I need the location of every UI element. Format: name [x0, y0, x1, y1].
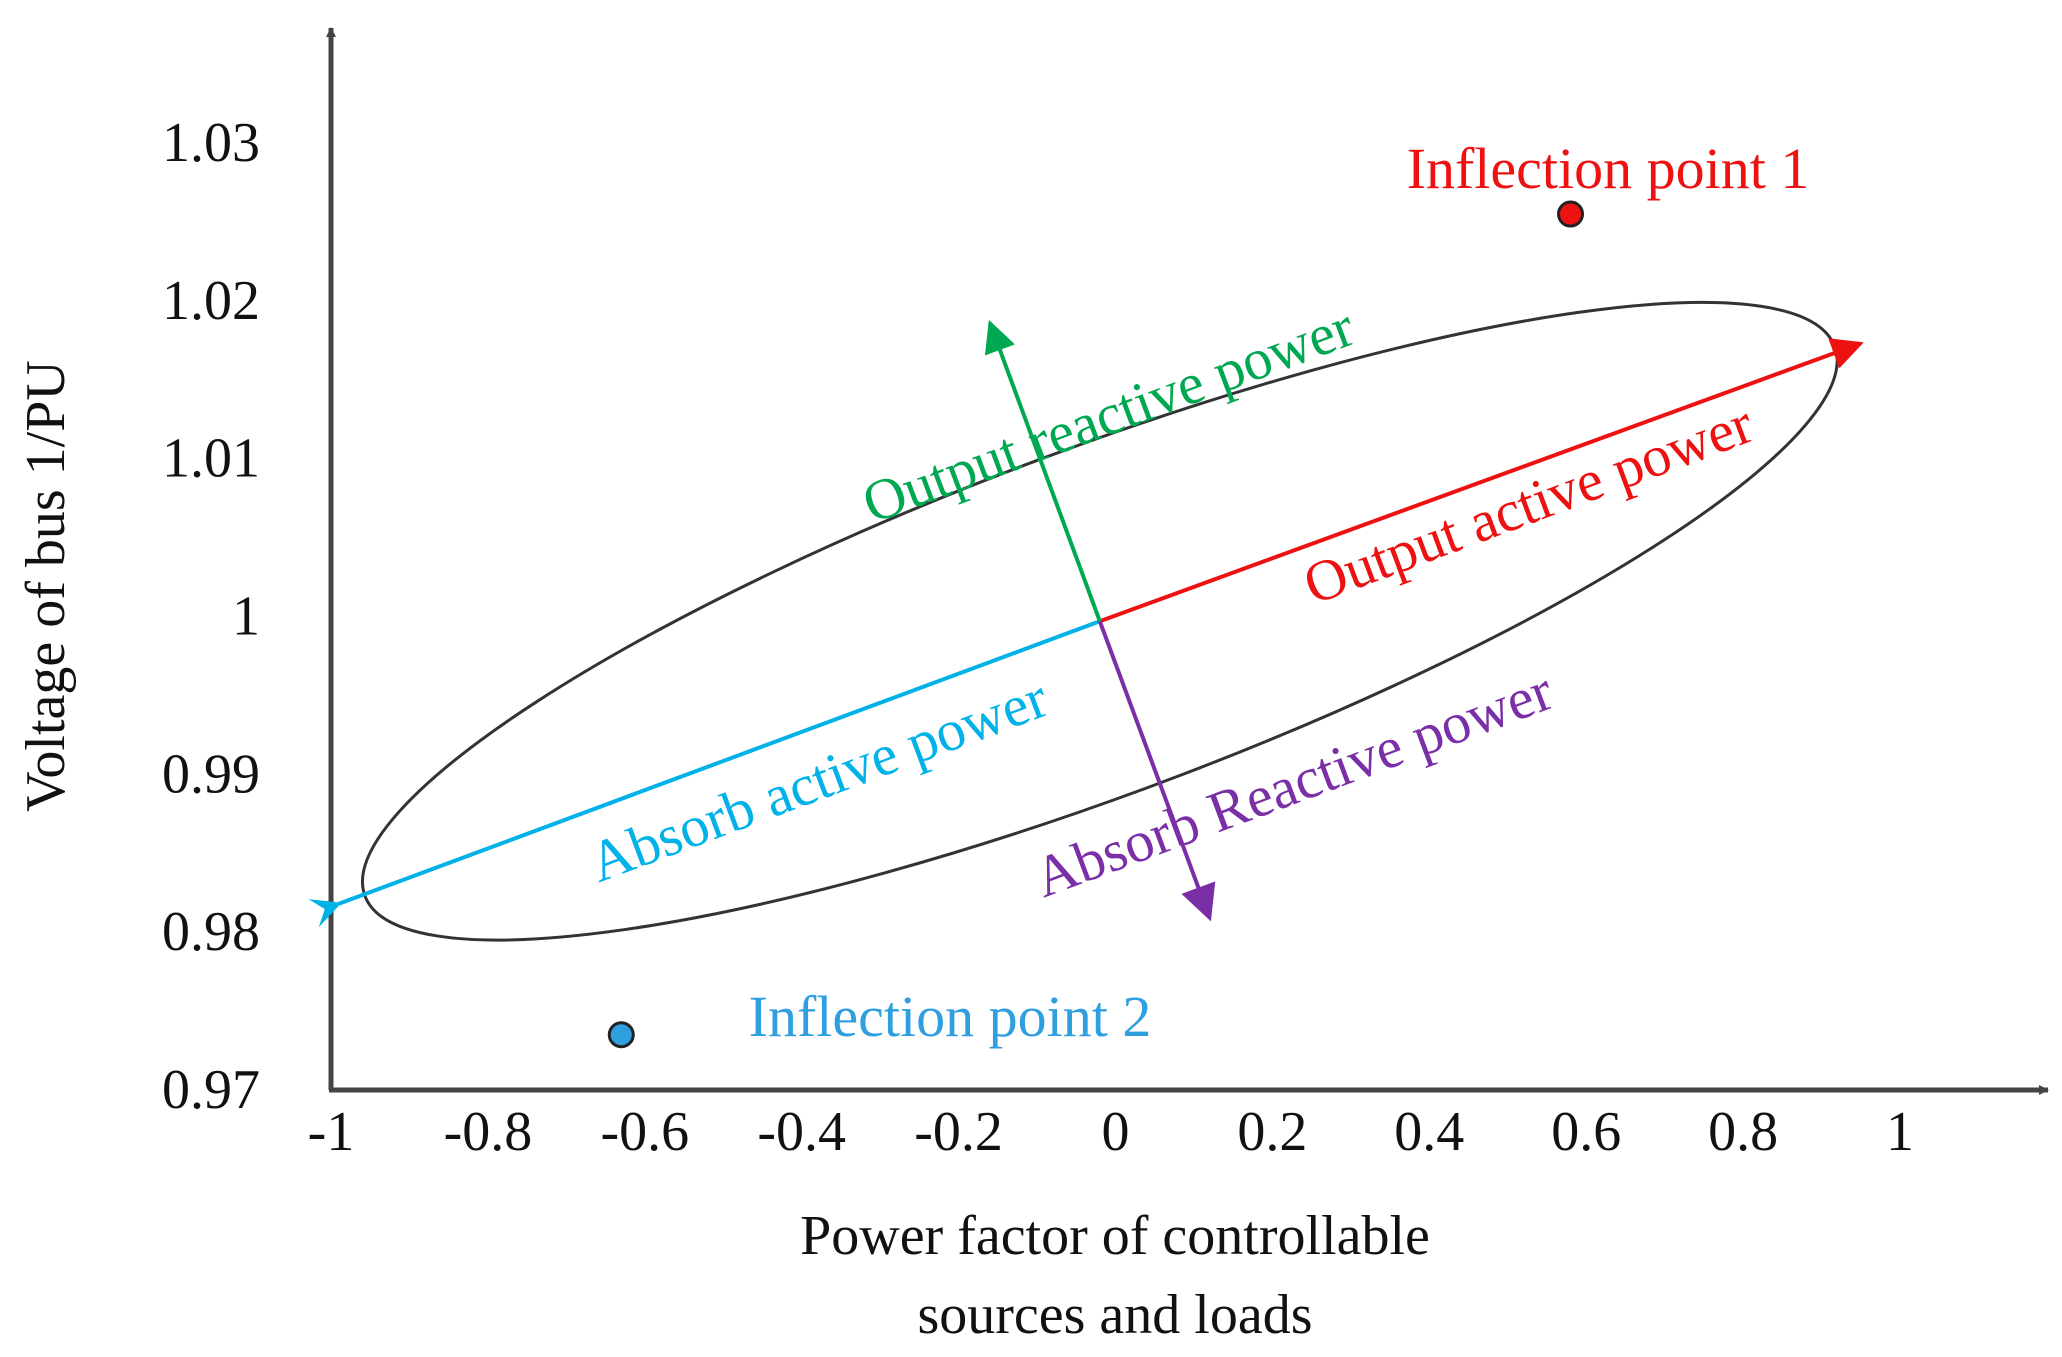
x-axis-title-line-2: sources and loads — [917, 1284, 1312, 1346]
absorb-active-power-arrow — [308, 619, 1101, 928]
absorb-active-power-label: Absorb active power — [580, 665, 1055, 895]
x-tick-labels: -1 -0.8 -0.6 -0.4 -0.2 0 0.2 0.4 0.6 0.8 1 — [308, 1101, 1914, 1163]
x-tick-label: 0.8 — [1708, 1101, 1778, 1163]
y-tick-labels: 0.97 0.98 0.99 1 1.01 1.02 1.03 — [162, 112, 260, 1121]
y-tick-label: 1.03 — [162, 112, 260, 174]
output-active-power-label: Output active power — [1295, 390, 1761, 617]
y-tick-label: 0.99 — [162, 743, 260, 805]
y-tick-label: 0.97 — [162, 1059, 260, 1121]
x-tick-label: 0.4 — [1394, 1101, 1464, 1163]
x-tick-label: 0 — [1102, 1101, 1130, 1163]
x-tick-label: -0.2 — [914, 1101, 1003, 1163]
y-tick-label: 0.98 — [162, 901, 260, 963]
inflection-point-1-marker — [1557, 200, 1585, 228]
output-reactive-power-arrow — [984, 319, 1102, 622]
x-tick-label: 0.2 — [1237, 1101, 1307, 1163]
y-tick-label: 1.01 — [162, 428, 260, 490]
absorb-reactive-power-arrow — [1097, 620, 1216, 922]
inflection-point-2-marker — [607, 1021, 635, 1049]
y-axis-title: Voltage of bus 1/PU — [15, 360, 77, 812]
absorb-reactive-power-label: Absorb Reactive power — [1025, 657, 1561, 910]
inflection-point-1-label: Inflection point 1 — [1407, 136, 1810, 201]
inflection-point-2-label: Inflection point 2 — [749, 984, 1152, 1049]
x-tick-label: -0.8 — [444, 1101, 533, 1163]
x-tick-label: -0.4 — [757, 1101, 846, 1163]
x-tick-label: -1 — [308, 1101, 355, 1163]
x-tick-label: 1 — [1886, 1101, 1914, 1163]
y-tick-label: 1.02 — [162, 270, 260, 332]
x-axis-title-line-1: Power factor of controllable — [800, 1205, 1430, 1267]
output-reactive-power-label: Output reactive power — [854, 293, 1363, 535]
x-tick-label: -0.6 — [600, 1101, 689, 1163]
output-active-power-arrow — [1099, 338, 1864, 624]
y-tick-label: 1 — [232, 586, 260, 648]
x-tick-label: 0.6 — [1551, 1101, 1621, 1163]
